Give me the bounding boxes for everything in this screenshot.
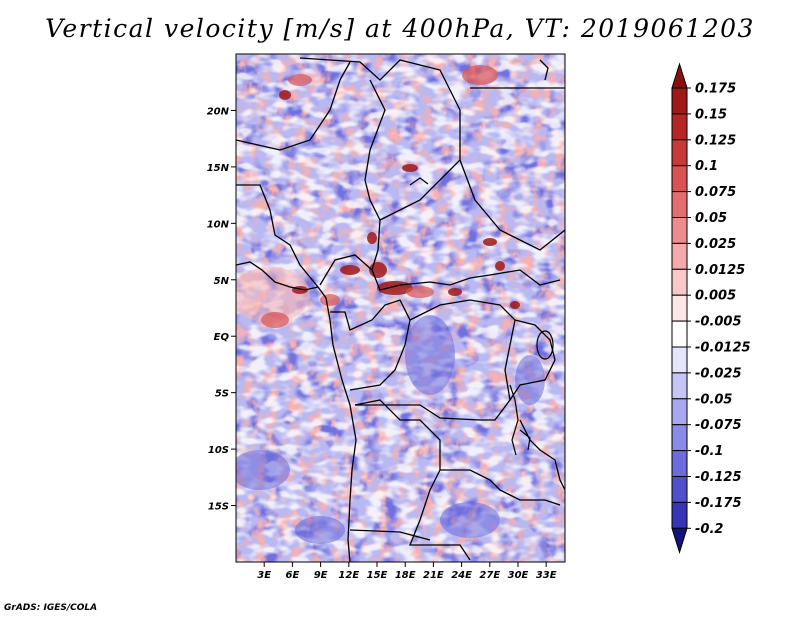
- lon-tick-label: 30E: [508, 570, 529, 581]
- colorbar-label: -0.075: [695, 418, 742, 433]
- colorbar-segment: [671, 87, 688, 115]
- lat-tick-label: 15S: [208, 502, 229, 513]
- velocity-field: [236, 54, 565, 562]
- coastlines-and-borders: [236, 57, 565, 562]
- colorbar-label: -0.05: [695, 392, 732, 407]
- colorbar-segment: [671, 398, 688, 426]
- longitude-axis: 3E 6E 9E 12E 15E 18E 21E 24E 27E 30E 33E: [257, 562, 557, 581]
- colorbar-label: -0.1: [695, 444, 723, 459]
- colorbar-label: 0.125: [695, 133, 736, 148]
- colorbar-segment: [671, 501, 688, 529]
- colorbar-segment: [671, 424, 688, 452]
- colorbar-label: 0.1: [695, 159, 718, 174]
- lakes: [409, 177, 554, 456]
- lon-tick-label: 12E: [338, 570, 359, 581]
- colorbar-segment: [671, 165, 688, 193]
- lon-tick-label: 15E: [367, 570, 388, 581]
- lat-tick-label: 20N: [207, 106, 230, 117]
- colorbar-label: 0.175: [695, 82, 736, 97]
- lon-tick-label: 21E: [423, 570, 444, 581]
- lon-tick-label: 3E: [257, 570, 271, 581]
- lon-tick-label: 9E: [314, 570, 328, 581]
- latitude-axis: 20N 15N 10N 5N EQ 5S 10S 15S: [207, 106, 236, 513]
- lat-tick-label: 15N: [207, 163, 230, 174]
- colorbar-label: 0.075: [695, 185, 736, 200]
- colorbar-segment: [671, 372, 688, 400]
- lon-tick-label: 18E: [395, 570, 416, 581]
- colorbar-label: -0.2: [695, 522, 723, 537]
- colorbar-segment: [671, 139, 688, 167]
- colorbar-segment: [671, 268, 688, 296]
- map-title: Vertical velocity [m/s] at 400hPa, VT: 2…: [45, 14, 755, 43]
- colorbar-segment: [671, 294, 688, 322]
- lon-tick-label: 33E: [536, 570, 557, 581]
- colorbar-label: 0.005: [695, 289, 736, 304]
- lat-tick-label: 10N: [207, 219, 230, 230]
- colorbar-top-arrow: [671, 62, 688, 89]
- lon-tick-label: 24E: [451, 570, 472, 581]
- lat-tick-label: 10S: [208, 445, 229, 456]
- lat-tick-label: EQ: [214, 332, 230, 343]
- colorbar-label: 0.025: [695, 237, 736, 252]
- colorbar: 0.175 0.15 0.125 0.1 0.075 0.05 0.025 0.0125 0.0…: [671, 62, 751, 554]
- colorbar-segment: [671, 320, 688, 348]
- lat-tick-label: 5N: [214, 276, 230, 287]
- colorbar-segment: [671, 450, 688, 478]
- lat-tick-label: 5S: [215, 389, 229, 400]
- colorbar-label: 0.15: [695, 107, 727, 122]
- grads-credit: GrADS: IGES/COLA: [4, 603, 98, 613]
- colorbar-segment: [671, 346, 688, 374]
- lon-tick-label: 6E: [286, 570, 300, 581]
- map-frame: [235, 53, 566, 563]
- colorbar-label: -0.005: [695, 315, 742, 330]
- colorbar-label: -0.0125: [695, 341, 751, 356]
- colorbar-label: -0.175: [695, 496, 742, 511]
- colorbar-segment: [671, 191, 688, 219]
- colorbar-segment: [671, 476, 688, 503]
- colorbar-bottom-arrow: [671, 527, 688, 554]
- lon-tick-label: 27E: [479, 570, 500, 581]
- colorbar-segment: [671, 113, 688, 141]
- colorbar-segment: [671, 217, 688, 244]
- colorbar-segment: [671, 242, 688, 270]
- colorbar-label: -0.025: [695, 366, 742, 381]
- colorbar-label: 0.05: [695, 211, 727, 226]
- colorbar-label: 0.0125: [695, 263, 745, 278]
- colorbar-label: -0.125: [695, 470, 742, 485]
